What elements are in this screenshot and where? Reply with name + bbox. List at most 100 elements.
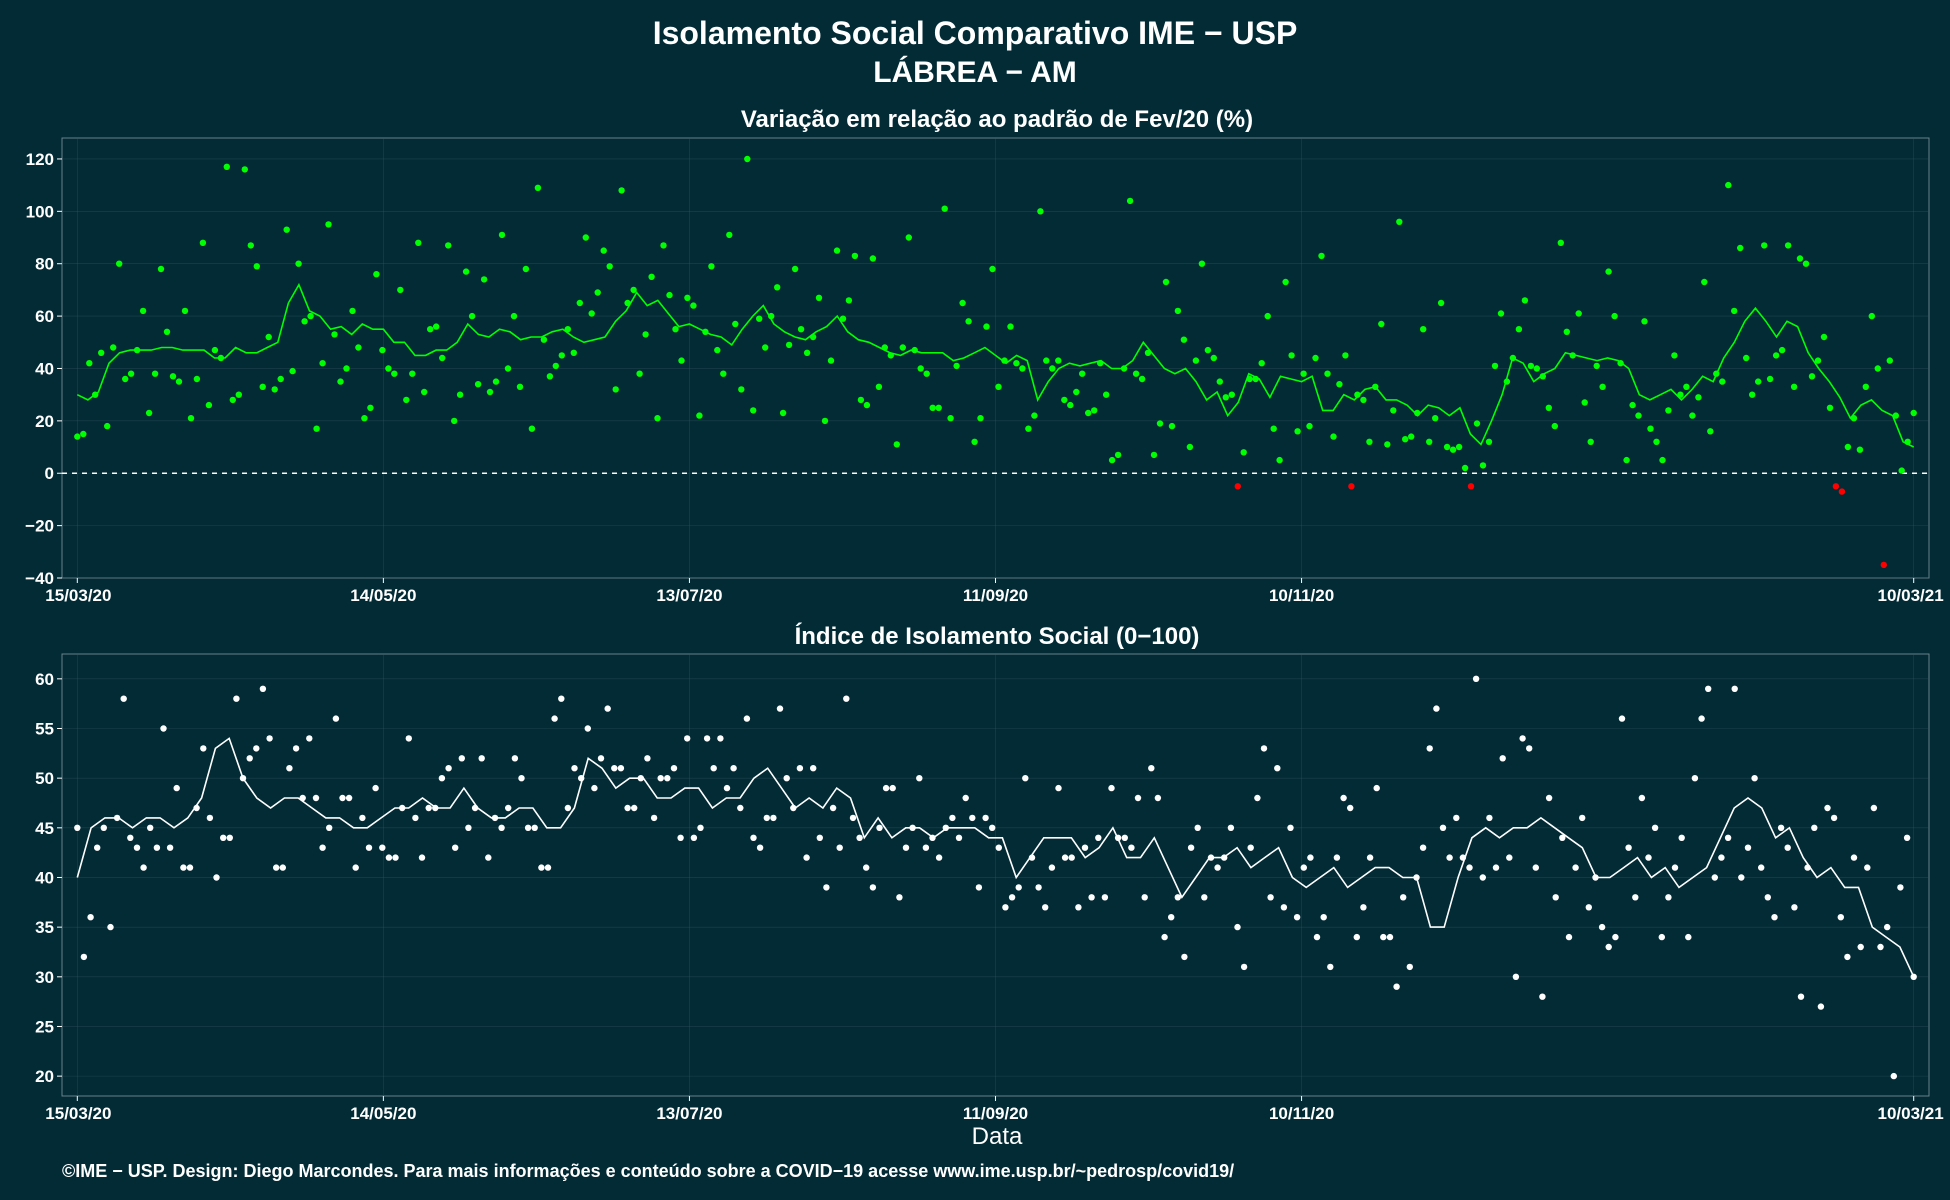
- index-daily-point: [392, 854, 399, 861]
- variation-x-tick-label: 13/07/20: [656, 586, 722, 605]
- index-y-tick-label: 35: [35, 918, 54, 937]
- variation-daily-point: [1055, 357, 1062, 364]
- variation-daily-point: [1270, 425, 1277, 432]
- index-daily-point: [796, 765, 804, 772]
- index-daily-point: [617, 765, 625, 772]
- index-daily-point: [1691, 775, 1699, 782]
- variation-daily-point: [277, 375, 284, 383]
- index-daily-point: [1658, 933, 1666, 941]
- index-daily-point: [737, 804, 744, 812]
- index-daily-point: [604, 705, 611, 712]
- index-daily-point: [253, 745, 260, 752]
- variation-daily-point: [1695, 394, 1702, 401]
- index-daily-point: [352, 864, 359, 871]
- index-daily-point: [1724, 834, 1732, 841]
- index-daily-point: [511, 755, 519, 762]
- variation-daily-point: [349, 307, 356, 315]
- index-daily-point: [213, 874, 220, 881]
- variation-daily-point: [905, 234, 912, 241]
- variation-daily-point: [1079, 370, 1086, 377]
- variation-daily-point: [935, 404, 942, 411]
- variation-daily-point: [1832, 483, 1840, 490]
- variation-daily-point: [672, 326, 679, 333]
- index-daily-point: [1134, 794, 1142, 802]
- variation-daily-point: [612, 386, 619, 393]
- index-daily-point: [823, 884, 830, 891]
- index-daily-point: [1141, 894, 1148, 901]
- variation-daily-point: [409, 370, 416, 377]
- variation-panel-title: Variação em relação ao padrão de Fev/20 …: [741, 106, 1253, 133]
- variation-daily-point: [803, 349, 811, 356]
- index-daily-point: [226, 834, 233, 841]
- index-daily-point: [1565, 933, 1573, 941]
- index-y-tick-label: 30: [35, 968, 54, 987]
- variation-daily-point: [325, 221, 332, 228]
- variation-daily-point: [899, 344, 906, 351]
- variation-daily-point: [1862, 383, 1870, 390]
- index-daily-point: [1227, 824, 1235, 831]
- index-daily-point: [597, 755, 605, 762]
- variation-daily-point: [1378, 320, 1385, 328]
- index-x-tick-label: 10/03/21: [1878, 1104, 1944, 1123]
- variation-daily-point: [714, 346, 721, 354]
- variation-daily-point: [1611, 312, 1618, 320]
- index-daily-point: [1453, 814, 1460, 822]
- variation-x-axis: 15/03/20 14/05/20 13/07/20 11/09/20 10/11/20…: [45, 578, 1944, 605]
- variation-daily-point: [1737, 244, 1744, 252]
- index-y-tick-label: 50: [35, 769, 54, 788]
- index-daily-point: [186, 864, 194, 871]
- index-daily-point: [1121, 834, 1129, 841]
- index-daily-point: [650, 814, 658, 822]
- index-daily-point: [1545, 794, 1553, 802]
- variation-daily-point: [630, 286, 637, 294]
- variation-daily-point: [540, 336, 548, 343]
- index-daily-point: [1777, 824, 1785, 831]
- variation-daily-point: [1533, 365, 1541, 372]
- variation-daily-point: [397, 286, 404, 294]
- index-daily-point: [935, 854, 943, 861]
- variation-daily-point: [1264, 312, 1271, 320]
- variation-daily-point: [1910, 409, 1917, 417]
- index-daily-point: [233, 695, 240, 702]
- variation-daily-point: [1210, 354, 1218, 362]
- variation-grid: [62, 138, 1929, 579]
- variation-daily-point: [367, 404, 374, 411]
- variation-daily-point: [1790, 383, 1798, 390]
- index-daily-point: [180, 864, 187, 871]
- index-daily-point: [1532, 864, 1540, 871]
- variation-daily-point: [1545, 404, 1553, 411]
- variation-daily-point: [1390, 407, 1397, 414]
- index-daily-point: [1128, 844, 1135, 851]
- index-daily-point: [1579, 814, 1586, 822]
- variation-daily-point: [1180, 336, 1188, 343]
- index-daily-point: [1360, 904, 1367, 911]
- variation-daily-point: [1587, 438, 1594, 445]
- index-daily-point: [558, 695, 565, 702]
- variation-daily-point: [1300, 370, 1307, 377]
- variation-panel: Variação em relação ao padrão de Fev/20 …: [25, 106, 1944, 605]
- variation-y-tick-label: 100: [26, 202, 54, 221]
- index-daily-point: [843, 695, 850, 702]
- index-daily-point: [1632, 894, 1639, 901]
- variation-daily-point: [1701, 278, 1708, 286]
- index-daily-point: [657, 775, 664, 782]
- variation-daily-point: [1132, 370, 1140, 377]
- variation-daily-point: [1551, 422, 1559, 430]
- variation-daily-point: [1222, 394, 1230, 401]
- index-daily-point: [896, 894, 903, 901]
- variation-daily-point: [774, 284, 781, 291]
- index-daily-point: [1008, 894, 1016, 901]
- variation-daily-point: [750, 407, 757, 414]
- index-daily-point: [551, 715, 558, 722]
- index-daily-point: [80, 953, 88, 961]
- variation-daily-point: [145, 409, 153, 417]
- variation-daily-point: [1330, 433, 1337, 440]
- variation-daily-point: [726, 231, 733, 239]
- index-daily-point: [465, 824, 472, 831]
- variation-daily-point: [785, 341, 793, 349]
- variation-daily-point: [116, 260, 123, 267]
- variation-daily-point: [1826, 404, 1834, 411]
- variation-daily-point: [1085, 409, 1092, 417]
- index-daily-point: [783, 775, 790, 782]
- variation-daily-point: [1796, 255, 1804, 262]
